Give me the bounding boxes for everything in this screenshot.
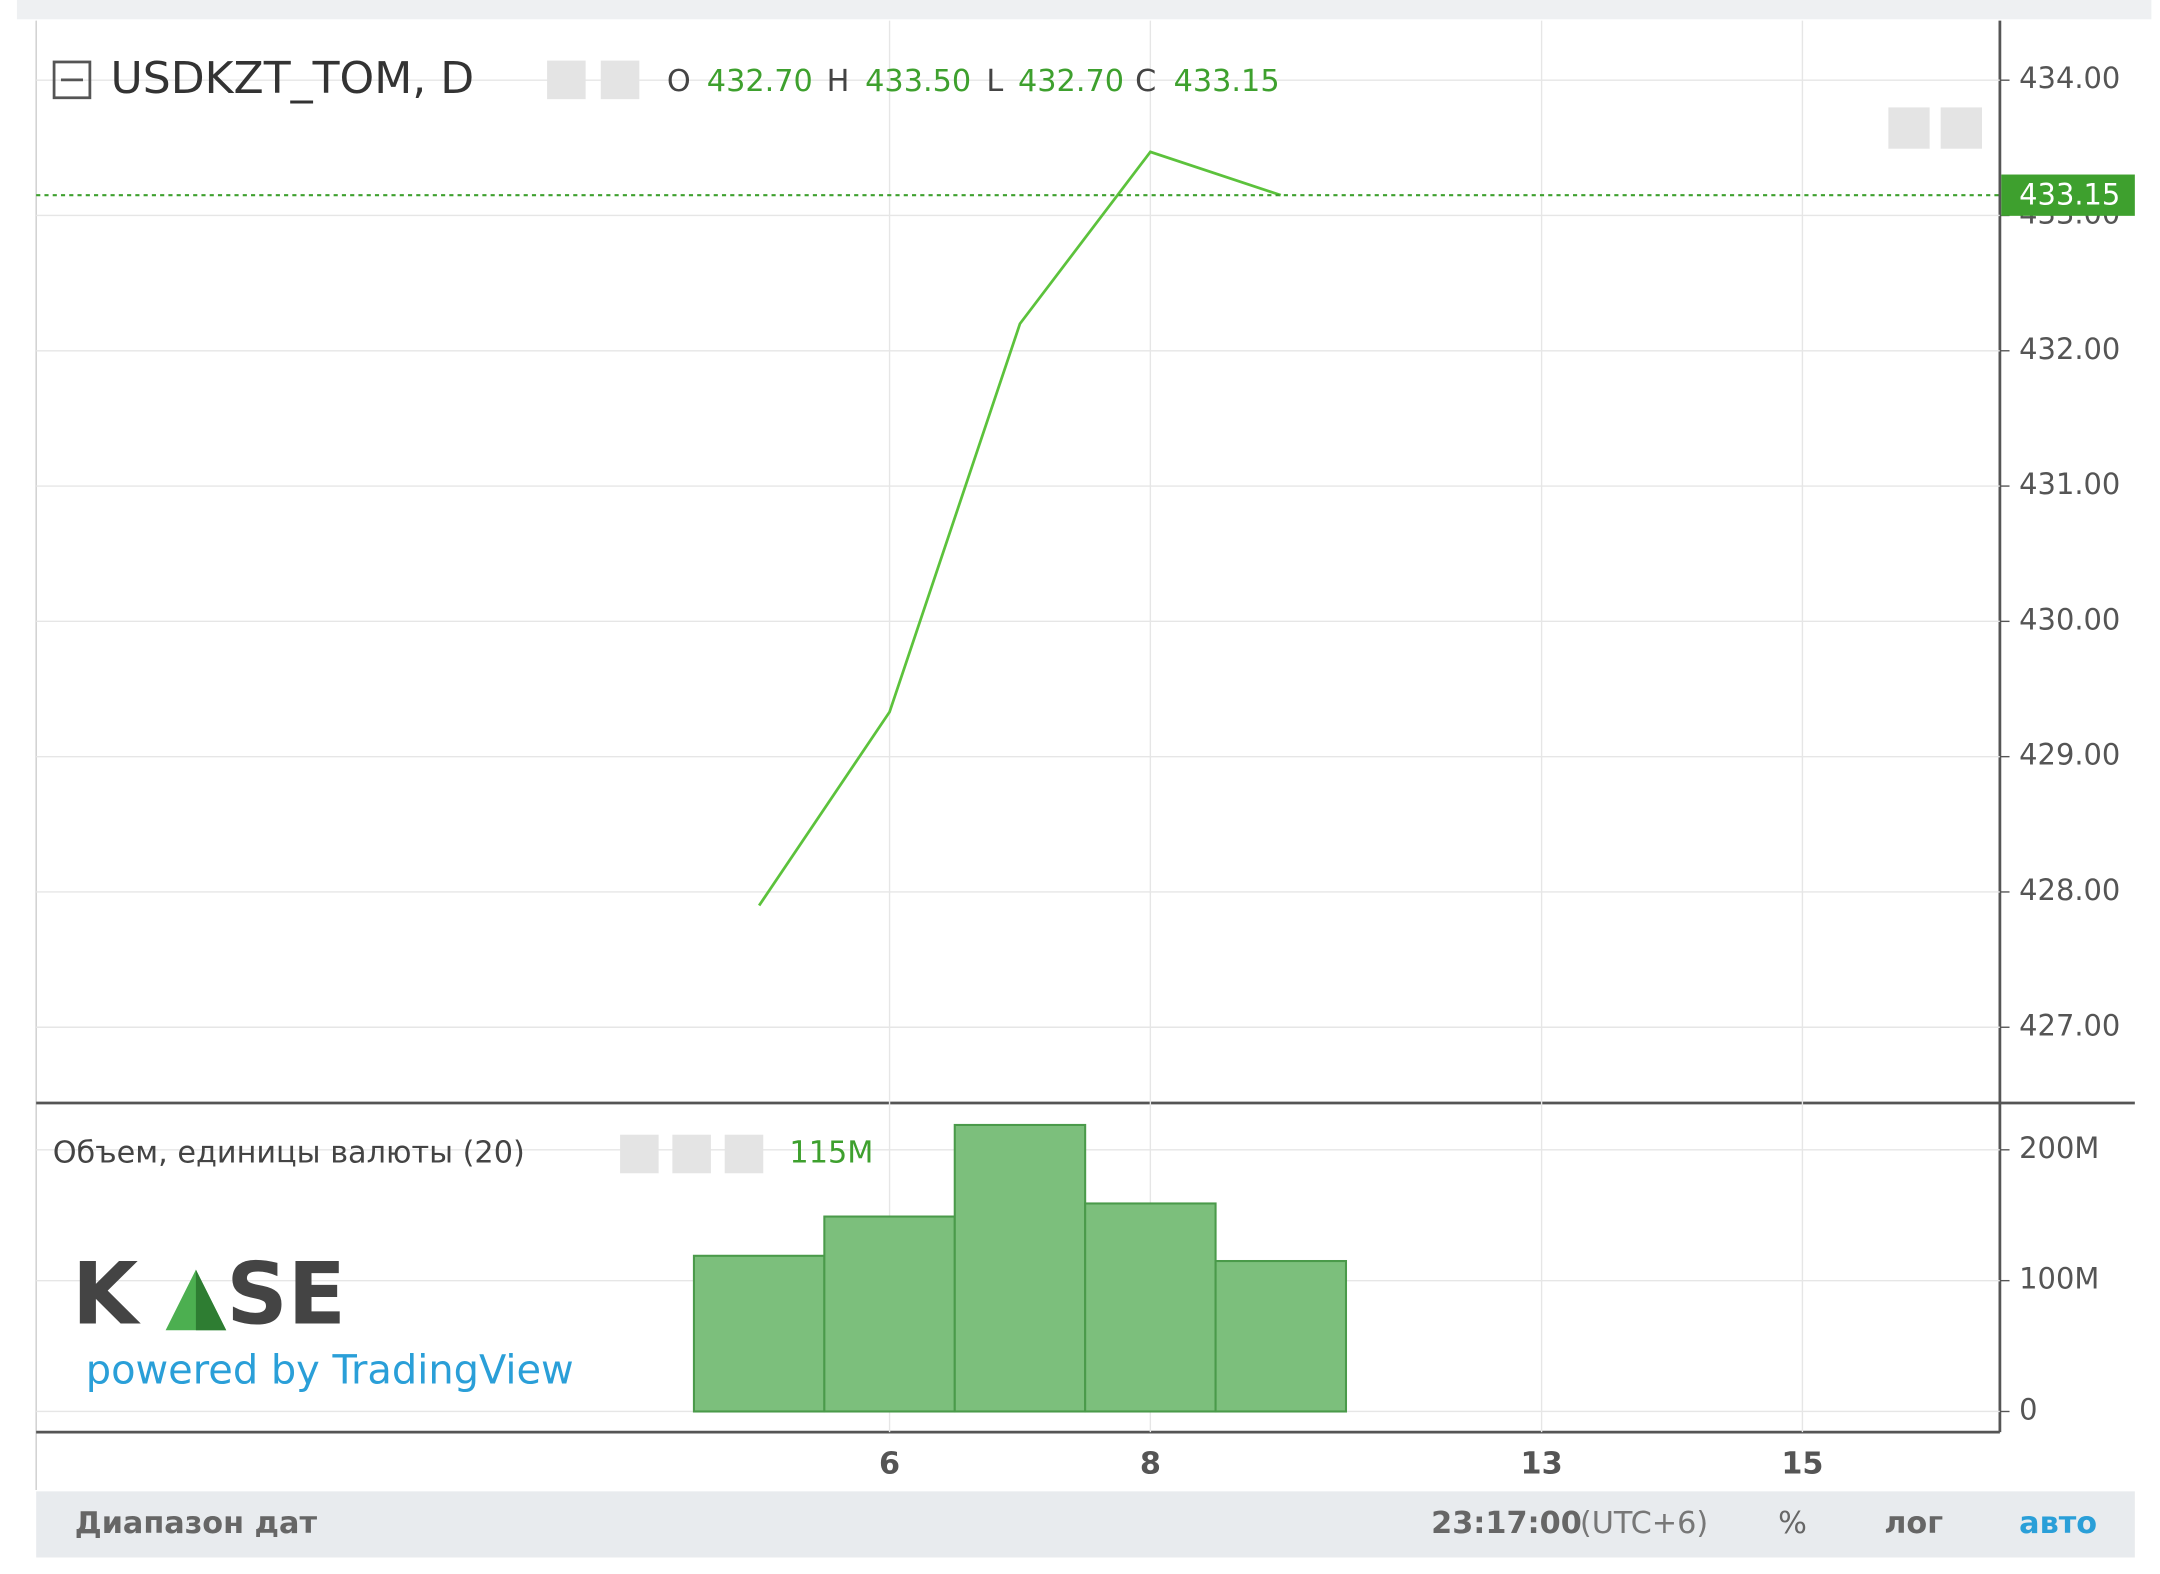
symbol-title[interactable]: USDKZT_TOM, D [111, 53, 475, 104]
log-button[interactable]: лог [1884, 1506, 1943, 1541]
auto-button[interactable]: авто [2019, 1506, 2097, 1541]
ohlc-name: H [827, 64, 850, 99]
volume-bar [692, 1254, 826, 1413]
x-tick-label: 13 [1521, 1447, 1563, 1482]
logo-right: SE [226, 1245, 346, 1344]
y-tick-label: 432.00 [2019, 332, 2120, 366]
ohlc-value: 433.50 [865, 64, 971, 99]
logo-tagline: powered by TradingView [86, 1347, 574, 1393]
y-tick-label: 200M [2019, 1131, 2099, 1165]
ohlc-name: L [986, 64, 1003, 99]
y-tick-label: 431.00 [2019, 467, 2120, 501]
scale-button[interactable] [1940, 107, 1982, 149]
collapse-button[interactable] [52, 60, 92, 100]
eye-icon[interactable] [620, 1134, 659, 1174]
settings-icon[interactable] [672, 1134, 711, 1174]
volume-bar [1214, 1259, 1348, 1413]
volume-bar [953, 1123, 1087, 1413]
footer-bar [36, 1491, 2135, 1558]
y-tick-label: 100M [2019, 1262, 2099, 1296]
price-line [757, 150, 1282, 907]
volume-last-value: 115M [789, 1135, 873, 1170]
x-tick-label: 8 [1140, 1447, 1161, 1482]
y-tick-label: 434.00 [2019, 61, 2120, 95]
settings-icon[interactable] [600, 60, 640, 100]
ohlc-name: C [1135, 64, 1156, 99]
clock: 23:17:00 [1431, 1506, 1582, 1541]
ohlc-value: 432.70 [707, 64, 813, 99]
y-tick-label: 428.00 [2019, 873, 2120, 907]
timezone[interactable]: (UTC+6) [1580, 1506, 1708, 1541]
x-tick-label: 15 [1781, 1447, 1823, 1482]
last-price-label: 433.15 [2019, 178, 2120, 212]
ohlc-value: 432.70 [1018, 64, 1124, 99]
scroll-button[interactable] [1888, 107, 1930, 149]
volume-bar [823, 1215, 956, 1413]
last-price-tag [2001, 174, 2135, 216]
eye-icon[interactable] [547, 60, 586, 100]
y-tick-label: 430.00 [2019, 602, 2120, 636]
y-tick-label: 429.00 [2019, 738, 2120, 772]
logo-left: K [72, 1245, 141, 1344]
ohlc-name: O [667, 64, 691, 99]
x-tick-label: 6 [879, 1447, 900, 1482]
ohlc-value: 433.15 [1174, 64, 1280, 99]
date-range-button[interactable]: Диапазон дат [75, 1506, 318, 1541]
volume-title: Объем, единицы валюты (20) [53, 1135, 525, 1170]
close-icon[interactable] [724, 1134, 764, 1174]
top-bar [16, 0, 2152, 20]
y-tick-label: 427.00 [2019, 1008, 2120, 1042]
volume-bar [1084, 1202, 1217, 1413]
y-tick-label: 0 [2019, 1392, 2037, 1426]
percent-button[interactable]: % [1778, 1506, 1807, 1541]
